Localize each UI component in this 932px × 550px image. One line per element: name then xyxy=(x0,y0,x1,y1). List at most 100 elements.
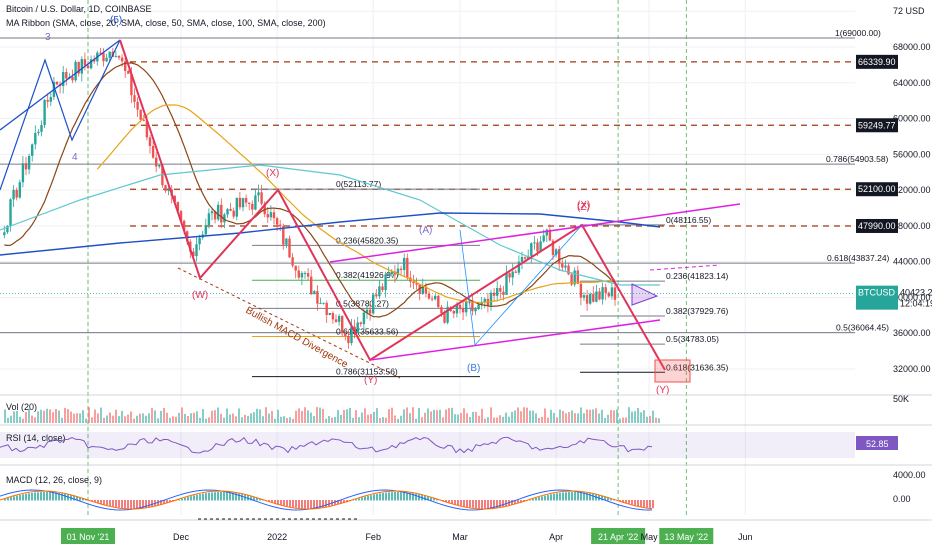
wave-label: (W) xyxy=(192,290,208,301)
candle-body xyxy=(31,144,34,156)
macd-histogram-bar xyxy=(196,494,198,501)
fib-level-label: 0.618(43837.24) xyxy=(827,253,890,263)
macd-histogram-bar xyxy=(640,500,642,507)
volume-bar xyxy=(136,415,138,423)
candle-body xyxy=(182,220,186,232)
candle-body xyxy=(489,292,493,306)
volume-bar xyxy=(271,411,273,423)
volume-bar xyxy=(319,407,321,423)
macd-histogram-bar xyxy=(121,500,123,508)
macd-histogram-bar xyxy=(55,492,57,501)
macd-histogram-bar xyxy=(322,500,324,508)
candle-body xyxy=(102,52,105,62)
volume-bar xyxy=(28,408,30,423)
volume-bar xyxy=(148,413,150,423)
candle-body xyxy=(297,270,300,278)
candle-body xyxy=(12,189,15,200)
volume-bar xyxy=(382,417,384,423)
candle-body xyxy=(502,291,505,295)
volume-bar xyxy=(655,417,657,423)
macd-histogram-bar xyxy=(373,494,375,501)
volume-bar xyxy=(346,409,348,423)
macd-histogram-bar xyxy=(415,493,417,501)
macd-histogram-bar xyxy=(304,500,306,509)
volume-bar xyxy=(277,409,279,423)
candle-body xyxy=(34,133,37,145)
volume-bar xyxy=(280,416,282,423)
candle-body xyxy=(424,286,428,294)
macd-histogram-bar xyxy=(91,500,93,502)
volume-bar xyxy=(433,409,435,423)
candle-body xyxy=(427,293,431,299)
macd-histogram-bar xyxy=(388,492,390,501)
volume-bar xyxy=(418,408,420,423)
volume-bar xyxy=(409,413,411,423)
volume-bar xyxy=(547,417,549,423)
volume-bar xyxy=(541,416,543,423)
candle-body xyxy=(582,295,586,298)
volume-bar xyxy=(286,418,288,423)
macd-histogram-bar xyxy=(352,499,354,501)
macd-histogram-bar xyxy=(190,496,192,501)
candle-body xyxy=(564,265,567,268)
candle-body xyxy=(514,271,517,273)
candle-body xyxy=(455,304,459,314)
fib-level-label: 0.236(45820.35) xyxy=(336,235,399,245)
macd-histogram-bar xyxy=(430,497,432,501)
volume-bar xyxy=(97,413,99,423)
volume-bar xyxy=(304,407,306,423)
candle-body xyxy=(24,163,28,170)
macd-histogram-bar xyxy=(178,499,180,501)
macd-histogram-bar xyxy=(301,500,303,509)
candle-body xyxy=(545,229,548,236)
candle-body xyxy=(210,211,214,214)
macd-histogram-bar xyxy=(607,497,609,501)
volume-bar xyxy=(310,412,312,423)
volume-bar xyxy=(595,408,597,423)
volume-bar xyxy=(142,413,144,423)
symbol-title: Bitcoin / U.S. Dollar, 1D, COINBASE xyxy=(6,4,152,14)
macd-histogram-bar xyxy=(487,500,489,509)
volume-bar xyxy=(649,415,651,423)
volume-bar xyxy=(592,409,594,423)
volume-bar xyxy=(13,411,15,423)
candle-body xyxy=(378,286,381,297)
fib-level-label: 0.786(54903.58) xyxy=(826,154,889,164)
volume-bar xyxy=(355,410,357,423)
volume-bar xyxy=(505,412,507,423)
volume-bar xyxy=(640,412,642,423)
macd-histogram-bar xyxy=(553,493,555,501)
candle-body xyxy=(483,298,486,303)
candle-body xyxy=(536,242,539,252)
volume-bar xyxy=(646,416,648,423)
macd-histogram-bar xyxy=(451,500,453,504)
volume-bar xyxy=(577,413,579,423)
volume-bar xyxy=(322,408,324,423)
candle-body xyxy=(365,309,369,313)
candle-body xyxy=(114,55,118,57)
volume-bar xyxy=(67,409,69,423)
candle-body xyxy=(561,263,564,268)
volume-bar xyxy=(139,413,141,423)
candle-body xyxy=(260,192,263,204)
volume-bar xyxy=(172,416,174,423)
volume-bar xyxy=(130,411,132,423)
candle-body xyxy=(589,293,592,304)
macd-histogram-bar xyxy=(43,492,45,501)
macd-histogram-bar xyxy=(37,492,39,501)
volume-bar xyxy=(427,408,429,423)
time-highlight xyxy=(61,528,115,544)
candle-body xyxy=(263,203,266,215)
volume-bar xyxy=(607,414,609,423)
macd-histogram-bar xyxy=(295,500,297,508)
volume-bar xyxy=(430,411,432,423)
candle-body xyxy=(412,281,415,284)
macd-histogram-bar xyxy=(259,498,261,501)
macd-histogram-bar xyxy=(238,493,240,501)
volume-bar xyxy=(466,413,468,423)
volume-bar xyxy=(343,410,345,423)
macd-histogram-bar xyxy=(283,500,285,506)
volume-bar xyxy=(166,412,168,423)
macd-histogram-bar xyxy=(280,500,282,505)
